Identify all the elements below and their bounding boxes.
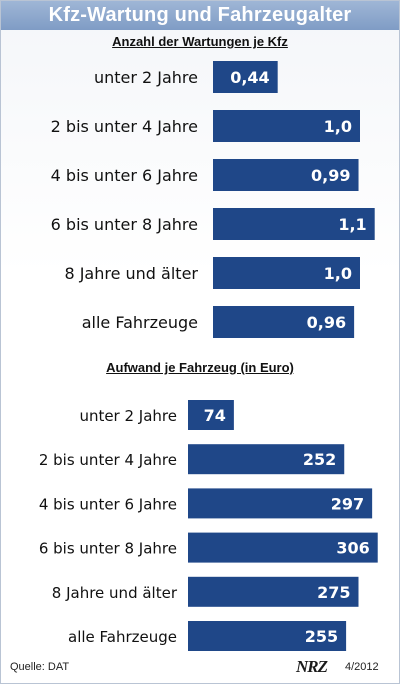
publisher-logo: NRZ xyxy=(296,657,328,676)
value-label: 1,1 xyxy=(338,215,366,234)
bar xyxy=(213,208,375,240)
bar xyxy=(213,61,278,93)
chart-maintenance-count: unter 2 Jahre 0,44 2 bis unter 4 Jahre 1,0 4… xyxy=(51,61,375,338)
chart2-title: Aufwand je Fahrzeug (in Euro) xyxy=(106,360,294,375)
category-label: alle Fahrzeuge xyxy=(82,313,198,332)
value-label: 275 xyxy=(317,583,350,602)
value-label: 0,44 xyxy=(230,68,269,87)
bar xyxy=(213,257,360,289)
category-label: 6 bis unter 8 Jahre xyxy=(51,215,198,234)
bar xyxy=(213,110,360,142)
value-label: 74 xyxy=(204,406,226,425)
category-label: 2 bis unter 4 Jahre xyxy=(39,451,177,469)
value-label: 0,99 xyxy=(311,166,350,185)
value-label: 0,96 xyxy=(307,313,346,332)
category-label: 4 bis unter 6 Jahre xyxy=(51,166,198,185)
category-label: unter 2 Jahre xyxy=(94,68,198,87)
category-label: 2 bis unter 4 Jahre xyxy=(51,117,198,136)
bar xyxy=(188,621,347,651)
value-label: 1,0 xyxy=(324,264,352,283)
bar xyxy=(188,532,378,563)
chart1-title: Anzahl der Wartungen je Kfz xyxy=(112,34,288,49)
value-label: 255 xyxy=(305,627,338,646)
infographic-title: Kfz-Wartung und Fahrzeugalter xyxy=(1,1,399,30)
category-label: 4 bis unter 6 Jahre xyxy=(39,495,177,513)
publication-date: 4/2012 xyxy=(345,661,379,673)
value-label: 252 xyxy=(303,450,336,469)
bar xyxy=(188,488,373,519)
category-label: 8 Jahre und älter xyxy=(52,584,178,602)
chart-cost-per-vehicle: unter 2 Jahre 74 2 bis unter 4 Jahre 252 4 b… xyxy=(39,400,378,651)
bar xyxy=(213,306,355,338)
bar xyxy=(188,444,345,475)
source-note: Quelle: DAT xyxy=(10,661,70,673)
bar xyxy=(213,159,359,191)
category-label: alle Fahrzeuge xyxy=(68,628,177,646)
bar xyxy=(188,400,234,430)
value-label: 297 xyxy=(331,494,364,513)
category-label: 6 bis unter 8 Jahre xyxy=(39,540,177,558)
category-label: 8 Jahre und älter xyxy=(64,264,198,283)
category-label: unter 2 Jahre xyxy=(79,407,177,425)
value-label: 1,0 xyxy=(324,117,352,136)
value-label: 306 xyxy=(336,539,369,558)
bar xyxy=(188,576,359,607)
